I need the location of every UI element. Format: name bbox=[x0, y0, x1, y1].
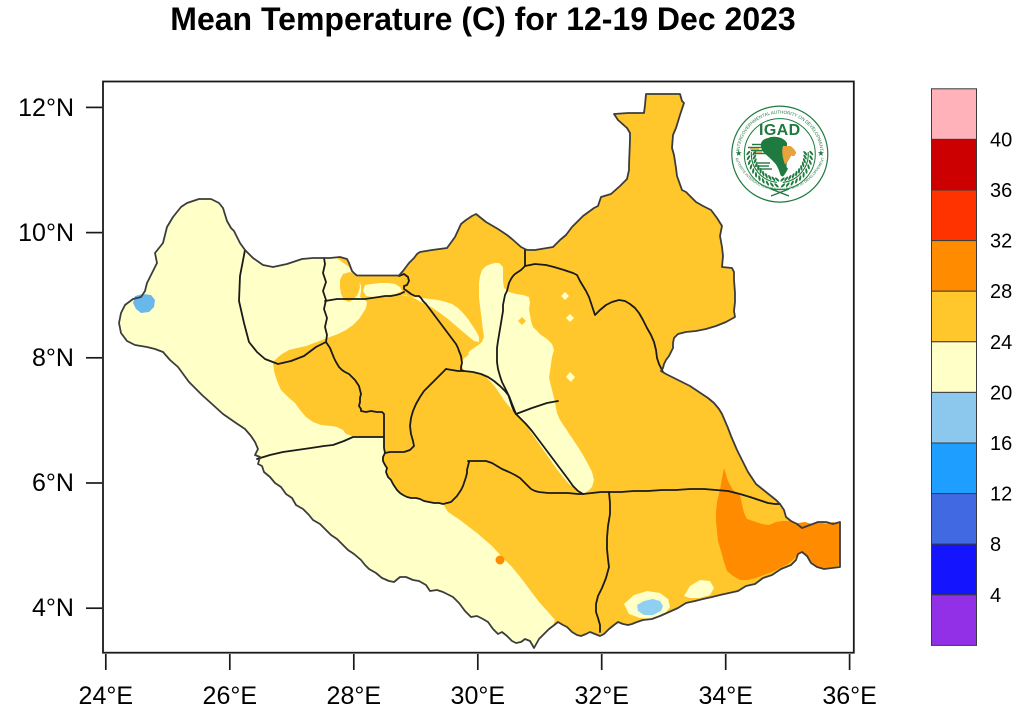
svg-text:24°E: 24°E bbox=[79, 682, 133, 710]
svg-text:28: 28 bbox=[990, 281, 1012, 303]
svg-text:20: 20 bbox=[990, 382, 1012, 404]
svg-text:IGAD: IGAD bbox=[759, 122, 801, 139]
svg-text:30°E: 30°E bbox=[451, 682, 505, 710]
svg-text:Mean Temperature (C) for 12-19: Mean Temperature (C) for 12-19 Dec 2023 bbox=[170, 1, 795, 37]
svg-text:4°N: 4°N bbox=[32, 594, 74, 622]
svg-text:36: 36 bbox=[990, 180, 1012, 202]
svg-text:16: 16 bbox=[990, 433, 1012, 455]
svg-text:34°E: 34°E bbox=[698, 682, 752, 710]
svg-text:26°E: 26°E bbox=[203, 682, 257, 710]
svg-text:6°N: 6°N bbox=[32, 469, 74, 497]
svg-text:8°N: 8°N bbox=[32, 344, 74, 372]
svg-text:28°E: 28°E bbox=[327, 682, 381, 710]
svg-text:32°E: 32°E bbox=[574, 682, 628, 710]
svg-text:12°N: 12°N bbox=[18, 94, 74, 122]
svg-text:4: 4 bbox=[990, 585, 1001, 607]
svg-text:32: 32 bbox=[990, 231, 1012, 253]
svg-text:12: 12 bbox=[990, 484, 1012, 506]
svg-text:36°E: 36°E bbox=[822, 682, 876, 710]
svg-text:40: 40 bbox=[990, 129, 1012, 151]
svg-text:8: 8 bbox=[990, 534, 1001, 556]
svg-text:24: 24 bbox=[990, 332, 1012, 354]
svg-text:10°N: 10°N bbox=[18, 219, 74, 247]
